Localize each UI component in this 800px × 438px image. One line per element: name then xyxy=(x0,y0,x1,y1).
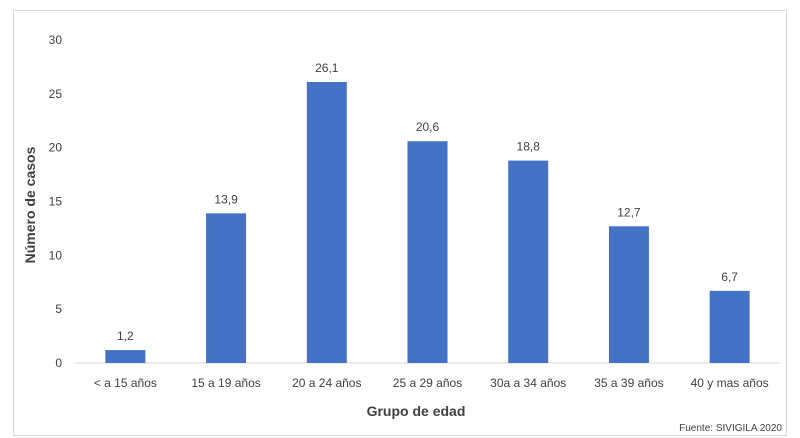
bar xyxy=(608,226,649,363)
data-labels: 1,2 13,9 26,1 20,6 18,8 12,7 6,7 xyxy=(117,61,738,343)
data-label: 13,9 xyxy=(214,192,238,206)
x-tick-label: 20 a 24 años xyxy=(292,376,361,390)
x-tick-label: 30a a 34 años xyxy=(490,376,566,390)
bars xyxy=(105,81,750,364)
y-tick-label: 5 xyxy=(55,302,62,316)
x-tick-label: 40 y mas años xyxy=(691,376,769,390)
y-tick-label: 30 xyxy=(49,33,63,47)
data-label: 20,6 xyxy=(416,120,440,134)
x-axis-title: Grupo de edad xyxy=(367,403,466,419)
y-tick-label: 15 xyxy=(49,195,63,209)
y-tick-label: 20 xyxy=(49,141,63,155)
bar xyxy=(206,213,247,363)
bar xyxy=(508,160,549,363)
x-axis-ticks: < a 15 años 15 a 19 años 20 a 24 años 25 a … xyxy=(94,376,769,390)
x-tick-label: 35 a 39 años xyxy=(594,376,663,390)
data-label: 6,7 xyxy=(721,270,738,284)
x-tick-label: 15 a 19 años xyxy=(191,376,260,390)
bar xyxy=(407,141,448,363)
y-tick-label: 0 xyxy=(55,356,62,370)
bar xyxy=(709,290,750,363)
bar xyxy=(105,350,146,363)
data-label: 12,7 xyxy=(617,205,641,219)
y-tick-label: 10 xyxy=(49,248,63,262)
data-label: 18,8 xyxy=(517,140,541,154)
y-tick-label: 25 xyxy=(49,87,63,101)
bar xyxy=(306,81,347,364)
y-axis-ticks: 0 5 10 15 20 25 30 xyxy=(49,33,63,370)
x-tick-label: < a 15 años xyxy=(94,376,157,390)
y-axis-title: Número de casos xyxy=(22,146,38,263)
x-tick-label: 25 a 29 años xyxy=(393,376,462,390)
data-label: 1,2 xyxy=(117,329,134,343)
data-label: 26,1 xyxy=(315,61,339,75)
chart-frame xyxy=(13,10,787,436)
source-note: Fuente: SIVIGILA 2020 xyxy=(679,423,782,434)
